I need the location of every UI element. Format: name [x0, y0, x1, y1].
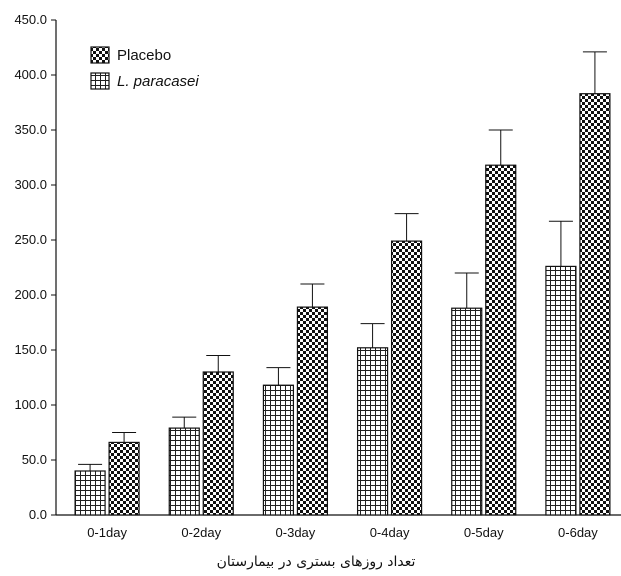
bar-placebo-0-1day	[108, 441, 140, 516]
bar-placebo-0-5day	[485, 164, 517, 516]
bar-placebo-0-6day	[579, 93, 611, 516]
x-tick-label: 0-4day	[370, 525, 410, 540]
y-tick-label: 400.0	[14, 67, 47, 82]
legend-swatch	[90, 72, 110, 90]
y-tick-label: 100.0	[14, 397, 47, 412]
y-tick-label: 150.0	[14, 342, 47, 357]
legend-label: L. paracasei	[117, 73, 199, 90]
y-tick-label: 200.0	[14, 287, 47, 302]
bar-l-paracasei-0-3day	[262, 384, 295, 516]
x-tick-label: 0-5day	[464, 525, 504, 540]
y-tick-label: 50.0	[22, 452, 47, 467]
bar-l-paracasei-0-5day	[451, 307, 483, 516]
bars-layer	[74, 51, 611, 516]
y-tick-label: 350.0	[14, 122, 47, 137]
y-tick-label: 250.0	[14, 232, 47, 247]
bar-l-paracasei-0-1day	[74, 470, 106, 516]
bar-l-paracasei-0-6day	[545, 265, 577, 516]
y-tick-label: 0.0	[29, 507, 47, 522]
x-tick-label: 0-3day	[276, 525, 316, 540]
x-axis-title: تعداد روزهای بستری در بیمارستان	[217, 554, 416, 570]
axes: 0.0 50.0 100.0 150.0 200.0 250.0 300.0 350.0 400…	[14, 12, 621, 540]
bar-l-paracasei-0-2day	[168, 427, 200, 516]
bar-placebo-0-3day	[296, 306, 329, 516]
legend-label: Placebo	[117, 47, 171, 64]
x-tick-label: 0-6day	[558, 525, 598, 540]
legend: Placebo L. paracasei	[90, 46, 199, 90]
bar-placebo-0-2day	[202, 371, 234, 516]
x-tick-label: 0-2day	[181, 525, 221, 540]
y-tick-label: 450.0	[14, 12, 47, 27]
y-tick-label: 300.0	[14, 177, 47, 192]
bar-l-paracasei-0-4day	[356, 347, 389, 516]
bar-placebo-0-4day	[390, 240, 423, 516]
legend-swatch	[90, 46, 110, 64]
x-tick-label: 0-1day	[87, 525, 127, 540]
